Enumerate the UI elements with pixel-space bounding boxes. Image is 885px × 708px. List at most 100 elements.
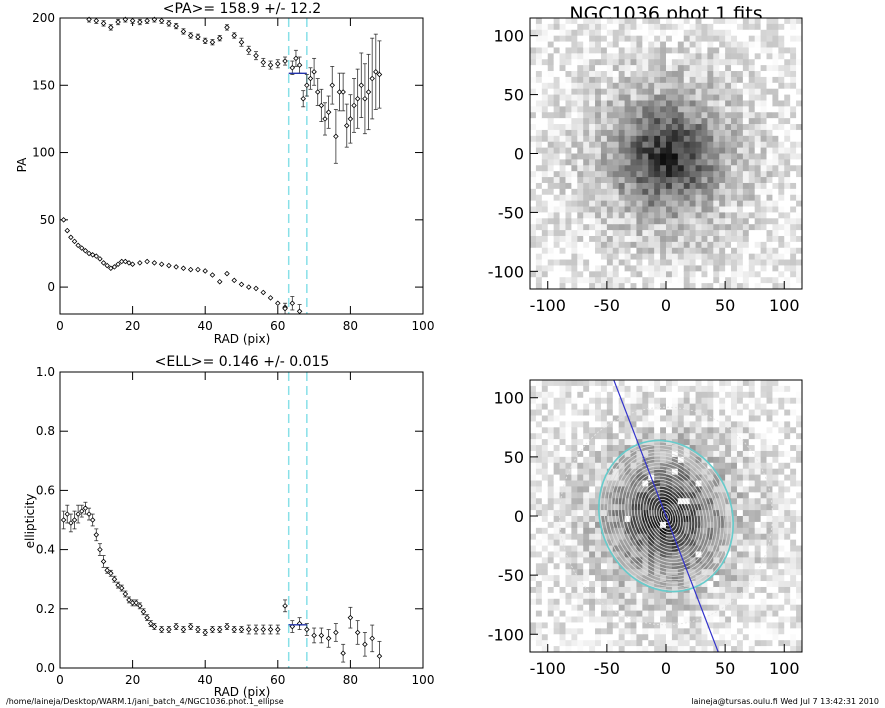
- image-pixel: [731, 385, 738, 393]
- image-pixel: [778, 634, 785, 641]
- image-pixel: [742, 271, 750, 278]
- image-pixel: [731, 581, 738, 588]
- image-pixel: [595, 563, 602, 570]
- image-pixel: [666, 498, 673, 505]
- image-pixel: [677, 147, 685, 154]
- image-pixel: [760, 598, 768, 606]
- image-pixel: [784, 616, 791, 623]
- image-pixel: [784, 409, 791, 416]
- image-pixel: [553, 177, 561, 184]
- image-pixel: [565, 247, 572, 255]
- image-pixel: [595, 23, 602, 31]
- image-pixel: [595, 259, 602, 266]
- image-pixel: [695, 521, 702, 529]
- ell-point: [147, 620, 154, 627]
- image-pixel: [784, 188, 791, 196]
- image-pixel: [701, 29, 708, 37]
- image-pixel: [618, 59, 626, 66]
- image-pixel: [600, 259, 608, 266]
- image-pixel: [600, 456, 608, 464]
- ell-xtick-label: 0: [56, 673, 64, 687]
- image-pixel: [713, 592, 720, 600]
- image-pixel: [547, 200, 555, 208]
- image-pixel: [719, 439, 726, 446]
- image-pixel: [547, 634, 555, 641]
- image-pixel: [530, 23, 537, 31]
- image-pixel: [713, 380, 720, 387]
- ell-point: [93, 532, 100, 538]
- image-pixel: [612, 188, 620, 196]
- image-pixel: [671, 188, 679, 196]
- image-pixel: [719, 206, 726, 213]
- image-pixel: [707, 533, 714, 541]
- image-pixel: [719, 622, 726, 629]
- image-pixel: [666, 71, 673, 78]
- image-pixel: [606, 610, 614, 618]
- image-pixel: [636, 194, 643, 202]
- image-pixel: [589, 177, 596, 184]
- image-pixel: [606, 439, 614, 446]
- image-pixel: [559, 59, 566, 66]
- image-pixel: [565, 646, 572, 652]
- pa-point: [202, 38, 208, 44]
- image-pixel: [796, 135, 802, 143]
- image-pixel: [618, 76, 626, 84]
- image-pixel: [719, 498, 726, 505]
- image-pixel: [654, 439, 661, 446]
- image-pixel: [701, 397, 708, 405]
- image-pixel: [547, 397, 555, 405]
- ell-point: [333, 629, 339, 636]
- image-pixel: [565, 569, 572, 576]
- image-pixel: [577, 253, 584, 261]
- ell-point: [126, 597, 132, 603]
- image-pixel: [695, 106, 702, 113]
- pa-point: [82, 247, 89, 254]
- image-pixel: [595, 230, 602, 237]
- ell-point: [144, 614, 150, 621]
- image-pixel: [754, 581, 762, 588]
- image-pixel: [648, 82, 655, 90]
- image-pixel: [790, 646, 797, 652]
- image-pixel: [600, 224, 608, 231]
- image-pixel: [790, 59, 797, 66]
- image-pixel: [589, 474, 596, 482]
- image-pixel: [553, 47, 561, 54]
- image-pixel: [719, 581, 726, 588]
- image-pixel: [636, 200, 643, 208]
- image-pixel: [725, 456, 732, 464]
- image-pixel: [654, 100, 661, 107]
- image-pixel: [654, 510, 661, 517]
- image-pixel: [671, 634, 679, 641]
- image-pixel: [683, 575, 691, 582]
- image-pixel: [754, 224, 762, 231]
- image-pixel: [671, 598, 679, 606]
- image-pixel: [600, 592, 608, 600]
- image-pixel: [677, 118, 685, 125]
- image-pixel: [660, 397, 667, 405]
- image-pixel: [530, 247, 537, 255]
- image-pixel: [577, 118, 584, 125]
- image-pixel: [731, 35, 738, 43]
- image-pixel: [630, 610, 637, 618]
- image-pixel: [731, 415, 738, 422]
- image-pixel: [731, 480, 738, 487]
- image-pixel: [707, 206, 714, 213]
- image-pixel: [595, 539, 602, 547]
- image-pixel: [725, 445, 732, 452]
- image-pixel: [535, 557, 543, 564]
- image-pixel: [713, 456, 720, 464]
- image-pixel: [589, 224, 596, 231]
- image-pixel: [630, 118, 637, 125]
- image-pixel: [571, 200, 578, 208]
- image-pixel: [571, 241, 578, 249]
- image-pixel: [742, 253, 750, 261]
- image-pixel: [630, 569, 637, 576]
- image-pixel: [624, 516, 632, 523]
- image-pixel: [654, 604, 661, 612]
- image-pixel: [630, 124, 637, 131]
- image-pixel: [654, 569, 661, 576]
- image-pixel: [612, 581, 620, 588]
- image-pixel: [778, 235, 785, 243]
- image-pixel: [589, 129, 596, 137]
- image-pixel: [754, 385, 762, 393]
